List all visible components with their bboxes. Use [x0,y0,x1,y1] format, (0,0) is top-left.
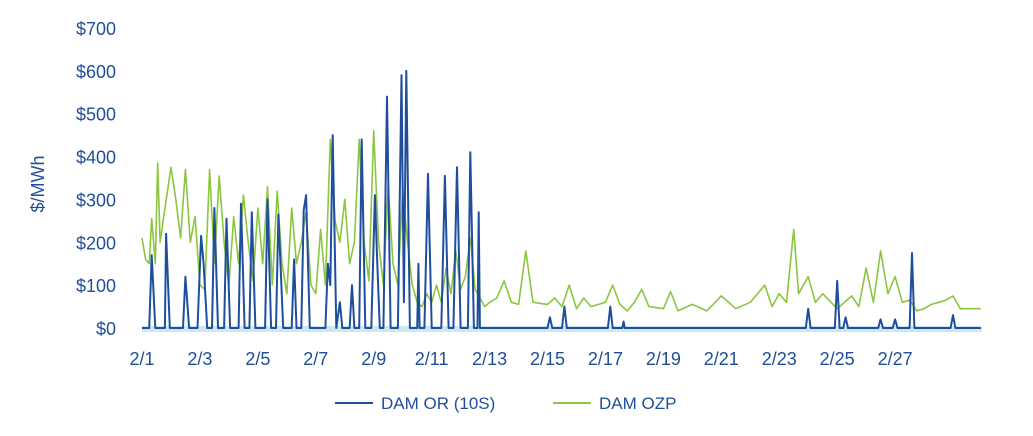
legend-label-or: DAM OR (10S) [381,394,495,413]
y-tick-label: $600 [76,62,116,82]
y-tick-label: $700 [76,19,116,39]
x-tick-label: 2/7 [303,349,328,369]
y-tick-label: $100 [76,276,116,296]
x-tick-label: 2/11 [415,349,449,369]
x-tick-label: 2/3 [187,349,212,369]
x-tick-label: 2/15 [530,349,565,369]
y-axis-ticks: $0 $100 $200 $300 $400 $500 $600 $700 [76,19,116,339]
series-lines [141,69,981,329]
x-tick-label: 2/19 [646,349,681,369]
y-tick-label: $0 [96,319,116,339]
x-tick-label: 2/23 [762,349,797,369]
y-tick-label: $200 [76,233,116,253]
x-tick-label: 2/5 [245,349,270,369]
y-tick-label: $400 [76,148,116,168]
x-tick-label: 2/17 [588,349,623,369]
y-axis-label: $/MWh [28,155,48,212]
x-tick-label: 2/21 [704,349,739,369]
legend: DAM OR (10S) DAM OZP [335,394,676,413]
y-tick-label: $300 [76,190,116,210]
x-tick-label: 2/9 [361,349,386,369]
y-tick-label: $500 [76,105,116,125]
x-tick-label: 2/27 [878,349,913,369]
series-line-dam-or [142,69,981,329]
x-tick-label: 2/25 [820,349,855,369]
x-tick-label: 2/1 [129,349,154,369]
series-line-dam-ozp [141,130,981,312]
x-axis-ticks: 2/1 2/3 2/5 2/7 2/9 2/11 2/13 2/15 2/17 2/19 2/21 2… [129,349,912,369]
x-tick-label: 2/13 [472,349,507,369]
legend-label-ozp: DAM OZP [599,394,676,413]
